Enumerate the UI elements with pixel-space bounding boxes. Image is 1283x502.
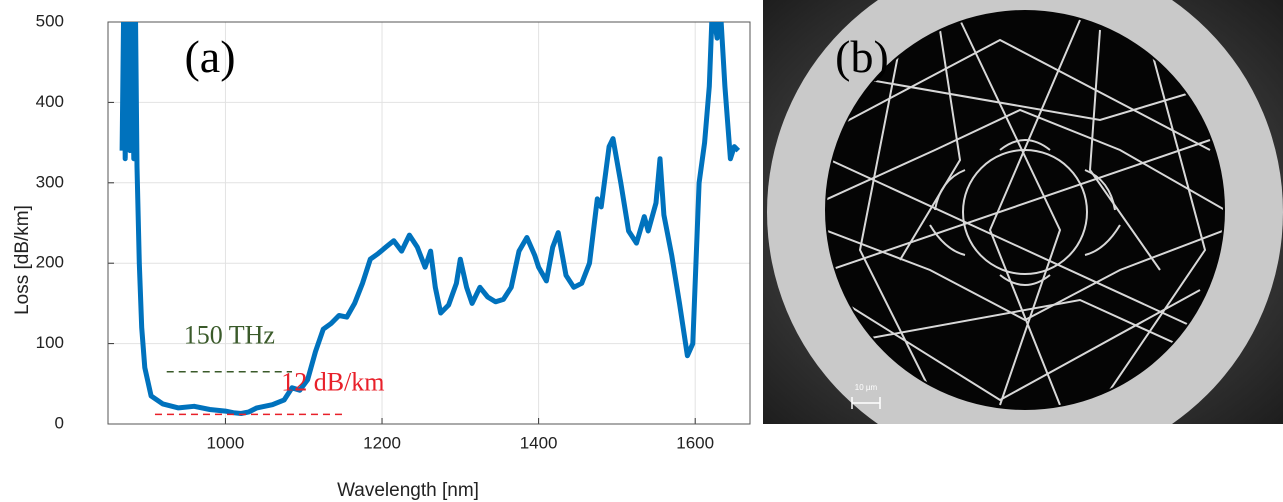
x-tick-label: 1000 [207,433,245,452]
figure: 10 µm (b) Wavelength [nm] Loss [dB/km] 0… [0,0,1283,502]
y-axis-title: Loss [dB/km] [12,205,33,315]
scale-bar-label: 10 µm [855,383,878,392]
y-tick-label: 200 [36,253,64,272]
page: {"chart_data": {"type": "line", "x_label… [0,0,1283,502]
x-axis-title: Wavelength [nm] [337,480,479,501]
y-tick-label: 300 [36,172,64,191]
panel-label: (b) [835,31,889,82]
x-tick-label: 1400 [520,433,558,452]
x-tick-label: 1600 [676,433,714,452]
annotation-label: 12 dB/km [281,367,384,396]
y-tick-label: 400 [36,92,64,111]
annotation-label: 150 THz [184,321,275,350]
fiber-image: 10 µm (b) [763,0,1283,470]
x-tick-label: 1200 [363,433,401,452]
panel-label: (a) [184,31,235,82]
plot-frame [108,22,750,424]
y-tick-label: 0 [55,413,64,432]
y-tick-label: 500 [36,11,64,30]
y-tick-label: 100 [36,333,64,352]
